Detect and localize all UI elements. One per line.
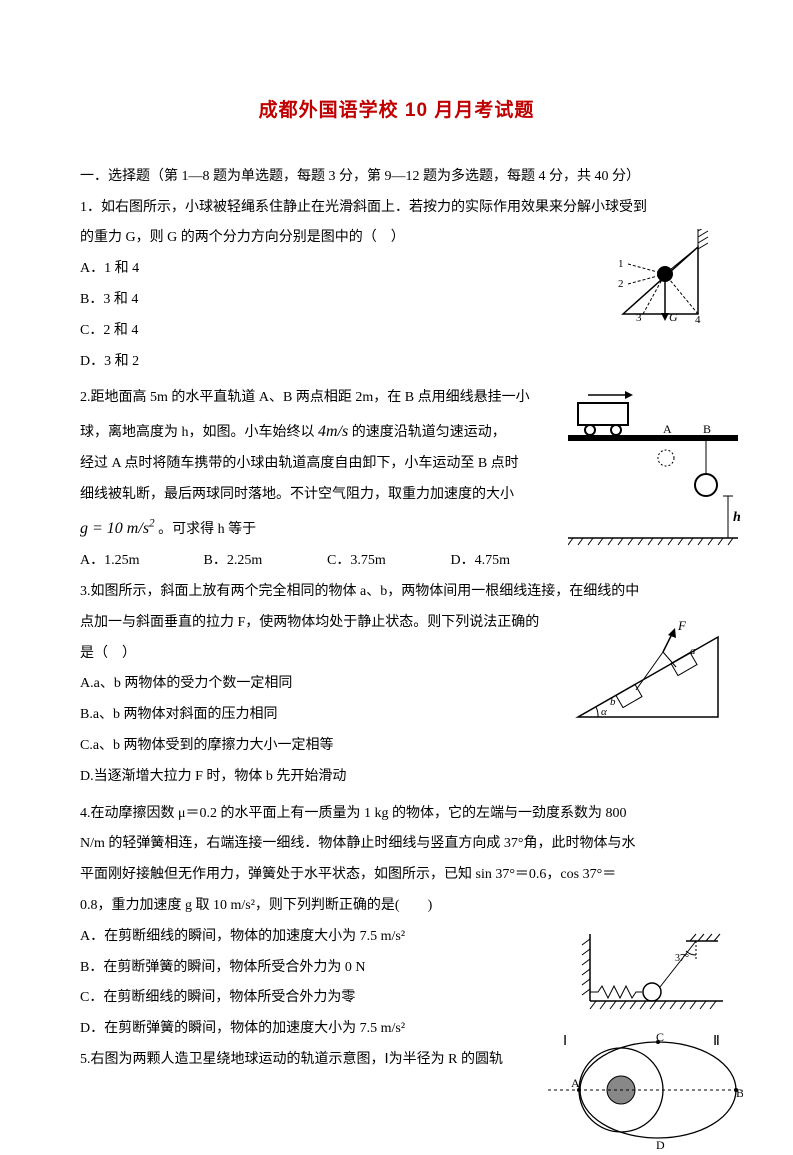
q2-optD: D．4.75m [451, 546, 571, 577]
section-header: 一．选择题（第 1—8 题为单选题，每题 3 分，第 9—12 题为多选题，每题… [80, 162, 713, 193]
q5-line1: 5.右图为两颗人造卫星绕地球运动的轨道示意图，Ⅰ为半径为 R 的圆轨 [80, 1045, 510, 1076]
q2-line2a: 球，离地高度为 h，如图。小车始终以 [80, 425, 315, 440]
q5-figure: Ⅰ Ⅱ A B C D [543, 1025, 743, 1155]
question-4: 4.在动摩擦因数 μ＝0.2 的水平面上有一质量为 1 kg 的物体，它的左端与… [80, 799, 713, 1045]
q2-fig-h: h [733, 510, 741, 525]
question-1: 1．如右图所示，小球被轻绳系住静止在光滑斜面上．若按力的实际作用效果来分解小球受… [80, 193, 713, 378]
q2-optA: A．1.25m [80, 546, 200, 577]
q2-fig-B: B [703, 422, 711, 436]
q2-line5: 。可求得 h 等于 [158, 522, 256, 537]
q1-fig-label-3: 3 [636, 312, 642, 324]
q3-optC: C.a、b 两物体受到的摩擦力大小一定相等 [80, 731, 713, 762]
q1-fig-label-G: G [669, 310, 678, 324]
q1-fig-label-1: 1 [618, 258, 624, 270]
q2-optC: C．3.75m [327, 546, 447, 577]
q3-fig-b: b [610, 696, 616, 708]
page-title: 成都外国语学校 10 月月考试题 [80, 90, 713, 132]
question-3: 3.如图所示，斜面上放有两个完全相同的物体 a、b，两物体间用一根细线连接，在细… [80, 577, 713, 793]
q2-math2: g = 10 m/s2 [80, 520, 155, 537]
q2-math1: 4m/s [318, 423, 348, 440]
q3-optD: D.当逐渐增大拉力 F 时，物体 b 先开始滑动 [80, 762, 713, 793]
q2-line2b: 的速度沿轨道匀速运动， [352, 425, 506, 440]
q4-fig-angle: 37° [675, 953, 689, 964]
q4-line1: 4.在动摩擦因数 μ＝0.2 的水平面上有一质量为 1 kg 的物体，它的左端与… [80, 799, 713, 830]
q3-figure: α a b F [568, 617, 728, 727]
question-5: 5.右图为两颗人造卫星绕地球运动的轨道示意图，Ⅰ为半径为 R 的圆轨 Ⅰ Ⅱ A… [80, 1045, 713, 1076]
q1-line1: 1．如右图所示，小球被轻绳系住静止在光滑斜面上．若按力的实际作用效果来分解小球受… [80, 193, 713, 224]
q5-fig-II: Ⅱ [713, 1034, 720, 1049]
q1-fig-label-4: 4 [695, 314, 701, 326]
q3-fig-alpha: α [601, 706, 607, 718]
q3-fig-F: F [677, 618, 687, 633]
q4-line3: 平面刚好接触但无作用力，弹簧处于水平状态，如图所示，已知 sin 37°＝0.6… [80, 860, 713, 891]
q5-fig-A: A [571, 1076, 580, 1090]
q2-fig-A: A [663, 422, 672, 436]
q5-fig-I: Ⅰ [563, 1034, 567, 1049]
q1-optD: D．3 和 2 [80, 347, 713, 378]
q5-fig-B: B [736, 1086, 743, 1100]
q3-line1: 3.如图所示，斜面上放有两个完全相同的物体 a、b，两物体间用一根细线连接，在细… [80, 577, 713, 608]
q5-fig-D: D [656, 1138, 665, 1152]
q2-figure: A B [568, 383, 748, 553]
question-2: 2.距地面高 5m 的水平直轨道 A、B 两点相距 2m，在 B 点用细线悬挂一… [80, 383, 713, 577]
q1-fig-label-2: 2 [618, 278, 624, 290]
q4-line4: 0.8，重力加速度 g 取 10 m/s²，则下列判断正确的是( ) [80, 891, 713, 922]
q3-fig-a: a [690, 645, 696, 657]
q4-line2: N/m 的轻弹簧相连，右端连接一细线．物体静止时细线与竖直方向成 37°角，此时… [80, 829, 713, 860]
q1-figure: 1 2 3 4 G [603, 229, 723, 329]
q2-optB: B．2.25m [204, 546, 324, 577]
q4-figure: 37° [578, 929, 728, 1019]
